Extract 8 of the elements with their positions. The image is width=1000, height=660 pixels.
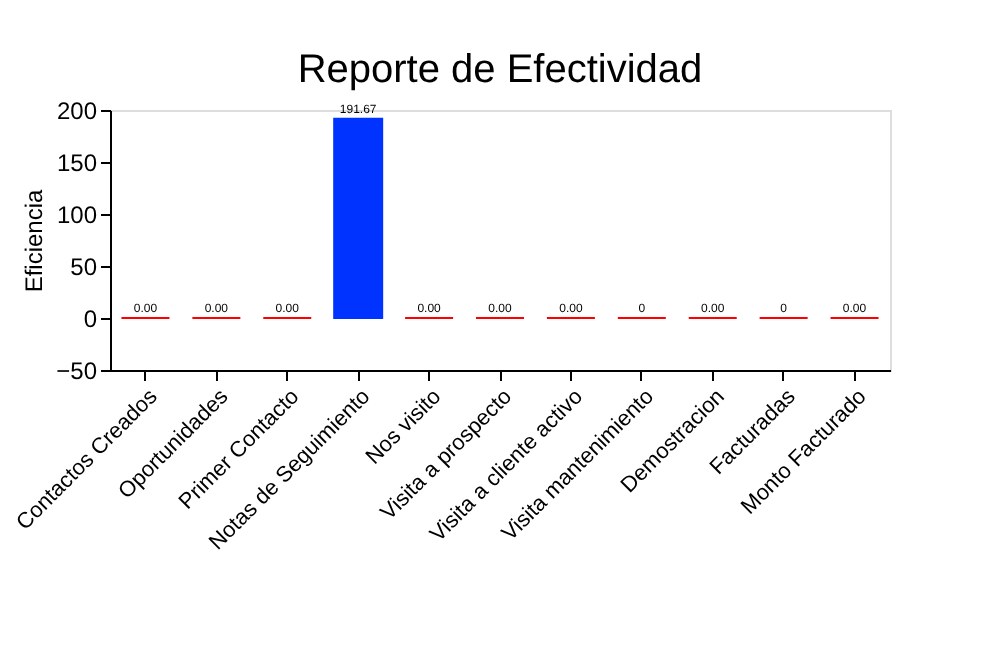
y-tick-label: 50 (70, 253, 98, 281)
y-tick-label: 200 (56, 97, 98, 125)
y-tick-label: 100 (56, 201, 98, 229)
y-axis-title: Eficiencia (20, 188, 49, 293)
chart-title: Reporte de Efectividad (297, 48, 703, 92)
y-tick-label: 0 (83, 305, 98, 333)
y-tick-label: 150 (56, 149, 98, 177)
y-tick-label: −50 (56, 357, 98, 385)
